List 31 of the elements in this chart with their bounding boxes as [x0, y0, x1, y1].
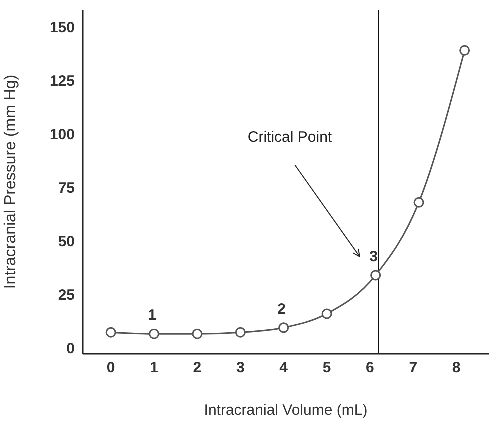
point [370, 270, 382, 281]
y-tick-label: 75 [58, 180, 75, 197]
point [235, 327, 246, 338]
y-tick-label: 100 [50, 126, 75, 144]
annotation: Critical Point [248, 129, 333, 146]
point [192, 328, 203, 340]
x-tick-label: 8 [452, 360, 461, 377]
y-tick-label: 25 [58, 287, 75, 304]
y-tick-label: 150 [50, 19, 75, 36]
point [460, 45, 470, 56]
x-axis-title: Intracranial Volume (mL) [204, 402, 368, 419]
y-axis-title: Intracranial Pressure (mm Hg) [2, 74, 20, 290]
y-tick-label: 0 [66, 340, 75, 358]
point [278, 322, 290, 334]
point [414, 197, 424, 208]
x-tick-label: 7 [409, 360, 418, 377]
annotation: 2 [278, 300, 286, 318]
x-tick-label: 0 [106, 360, 116, 377]
x-tick-label: 5 [322, 360, 332, 377]
x-tick-label: 2 [193, 360, 202, 377]
point [106, 327, 116, 338]
annotation: 1 [148, 307, 156, 324]
y-tick-label: 125 [50, 72, 75, 90]
point [149, 328, 160, 340]
x-tick-label: 1 [150, 360, 158, 377]
x-tick-label: 3 [236, 360, 245, 377]
annotation: 3 [370, 248, 378, 266]
point [322, 308, 332, 320]
y-tick-label: 50 [58, 234, 75, 251]
x-tick-label: 4 [280, 360, 289, 377]
x-tick-label: 6 [366, 360, 374, 377]
